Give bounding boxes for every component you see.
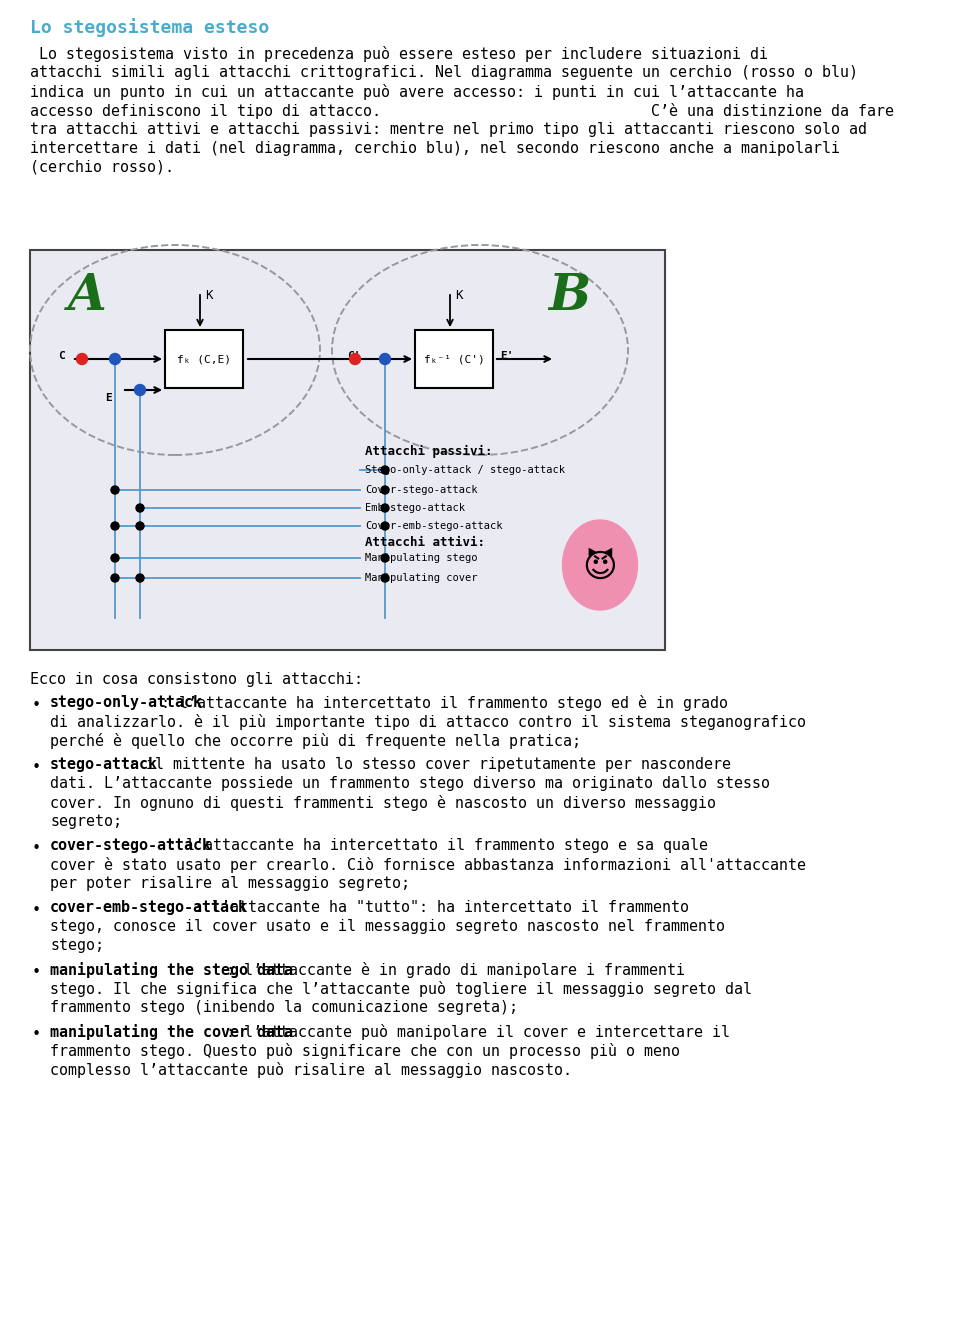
- Text: K: K: [455, 289, 463, 302]
- Text: stego-only-attack: stego-only-attack: [50, 694, 203, 710]
- Text: intercettare i dati (nel diagramma, cerchio blu), nel secondo riescono anche a m: intercettare i dati (nel diagramma, cerc…: [30, 140, 840, 157]
- Text: 😈: 😈: [583, 550, 617, 583]
- Text: •: •: [32, 842, 41, 856]
- Text: complesso l’attaccante può risalire al messaggio nascosto.: complesso l’attaccante può risalire al m…: [50, 1062, 572, 1078]
- Circle shape: [77, 353, 87, 364]
- Text: stego, conosce il cover usato e il messaggio segreto nascosto nel frammento: stego, conosce il cover usato e il messa…: [50, 919, 725, 934]
- Text: attacchi simili agli attacchi crittografici. Nel diagramma seguente un cerchio (: attacchi simili agli attacchi crittograf…: [30, 66, 858, 80]
- Circle shape: [349, 353, 361, 364]
- Text: •: •: [32, 903, 41, 918]
- Circle shape: [381, 466, 389, 474]
- Text: stego. Il che significa che l’attaccante può togliere il messaggio segreto dal: stego. Il che significa che l’attaccante…: [50, 981, 752, 997]
- Circle shape: [381, 554, 389, 562]
- Text: per poter risalire al messaggio segreto;: per poter risalire al messaggio segreto;: [50, 876, 410, 891]
- Circle shape: [381, 486, 389, 494]
- Text: manipulating the stego data: manipulating the stego data: [50, 962, 293, 978]
- Text: Attacchi passivi:: Attacchi passivi:: [365, 446, 492, 458]
- Text: Lo stegosistema esteso: Lo stegosistema esteso: [30, 17, 269, 37]
- Circle shape: [136, 522, 144, 530]
- Circle shape: [111, 574, 119, 582]
- Text: •: •: [32, 965, 41, 979]
- Bar: [165, 330, 243, 388]
- Text: frammento stego (inibendo la comunicazione segreta);: frammento stego (inibendo la comunicazio…: [50, 999, 518, 1016]
- Text: •: •: [32, 760, 41, 775]
- Text: cover è stato usato per crearlo. Ciò fornisce abbastanza informazioni all'attacc: cover è stato usato per crearlo. Ciò for…: [50, 858, 806, 872]
- Text: •: •: [32, 1028, 41, 1042]
- Circle shape: [136, 504, 144, 512]
- Text: fₖ (C,E): fₖ (C,E): [177, 355, 231, 364]
- Circle shape: [381, 574, 389, 582]
- Text: Lo stegosistema visto in precedenza può essere esteso per includere situazioni d: Lo stegosistema visto in precedenza può …: [30, 45, 768, 62]
- Text: cover-emb-stego-attack: cover-emb-stego-attack: [50, 900, 248, 915]
- Text: : l’attaccante è in grado di manipolare i frammenti: : l’attaccante è in grado di manipolare …: [227, 962, 685, 978]
- Text: B: B: [548, 272, 590, 321]
- Ellipse shape: [563, 520, 637, 610]
- Text: dati. L’attaccante possiede un frammento stego diverso ma originato dallo stesso: dati. L’attaccante possiede un frammento…: [50, 776, 770, 791]
- Text: : l’attaccante ha "tutto": ha intercettato il frammento: : l’attaccante ha "tutto": ha intercetta…: [194, 900, 688, 915]
- Circle shape: [379, 353, 391, 364]
- Text: stego;: stego;: [50, 938, 104, 953]
- Text: •: •: [32, 698, 41, 713]
- Text: Ecco in cosa consistono gli attacchi:: Ecco in cosa consistono gli attacchi:: [30, 672, 363, 686]
- Text: tra attacchi attivi e attacchi passivi: mentre nel primo tipo gli attaccanti rie: tra attacchi attivi e attacchi passivi: …: [30, 122, 867, 136]
- Bar: [30, 250, 665, 650]
- Text: C: C: [58, 351, 64, 361]
- Text: E': E': [500, 351, 514, 361]
- Text: frammento stego. Questo può significare che con un processo più o meno: frammento stego. Questo può significare …: [50, 1044, 680, 1058]
- Text: di analizzarlo. è il più importante tipo di attacco contro il sistema steganogra: di analizzarlo. è il più importante tipo…: [50, 714, 806, 731]
- Text: indica un punto in cui un attaccante può avere accesso: i punti in cui l’attacca: indica un punto in cui un attaccante può…: [30, 84, 804, 100]
- Text: stego-attack: stego-attack: [50, 757, 158, 772]
- Text: perché è quello che occorre più di frequente nella pratica;: perché è quello che occorre più di frequ…: [50, 733, 581, 749]
- Circle shape: [111, 554, 119, 562]
- Text: E: E: [105, 393, 111, 403]
- Text: fₖ⁻¹ (C'): fₖ⁻¹ (C'): [423, 355, 485, 364]
- Text: C': C': [347, 351, 361, 361]
- Text: (cerchio rosso).: (cerchio rosso).: [30, 161, 174, 175]
- Circle shape: [111, 522, 119, 530]
- Text: Cover-emb-stego-attack: Cover-emb-stego-attack: [365, 520, 502, 531]
- Text: K: K: [205, 289, 212, 302]
- Text: Stego-only-attack / stego-attack: Stego-only-attack / stego-attack: [365, 466, 565, 475]
- Text: Emb-stego-attack: Emb-stego-attack: [365, 503, 465, 512]
- Text: accesso definiscono il tipo di attacco.                              C’è una dis: accesso definiscono il tipo di attacco. …: [30, 103, 894, 119]
- Text: : l’attaccante ha intercettato il frammento stego e sa quale: : l’attaccante ha intercettato il framme…: [168, 838, 708, 854]
- Text: Manipulating stego: Manipulating stego: [365, 553, 477, 563]
- Circle shape: [134, 384, 146, 396]
- Circle shape: [381, 522, 389, 530]
- Text: manipulating the cover data: manipulating the cover data: [50, 1024, 293, 1040]
- Text: : l’attaccante può manipolare il cover e intercettare il: : l’attaccante può manipolare il cover e…: [227, 1024, 731, 1040]
- Bar: [415, 330, 493, 388]
- Text: Attacchi attivi:: Attacchi attivi:: [365, 537, 485, 549]
- Text: cover. In ognuno di questi frammenti stego è nascosto un diverso messaggio: cover. In ognuno di questi frammenti ste…: [50, 795, 716, 811]
- Circle shape: [381, 504, 389, 512]
- Text: Manipulating cover: Manipulating cover: [365, 573, 477, 583]
- Text: : il mittente ha usato lo stesso cover ripetutamente per nascondere: : il mittente ha usato lo stesso cover r…: [129, 757, 732, 772]
- Text: A: A: [68, 272, 107, 321]
- Circle shape: [136, 574, 144, 582]
- Circle shape: [111, 486, 119, 494]
- Circle shape: [109, 353, 121, 364]
- Text: Cover-stego-attack: Cover-stego-attack: [365, 484, 477, 495]
- Text: segreto;: segreto;: [50, 814, 122, 830]
- Text: : l’attaccante ha intercettato il frammento stego ed è in grado: : l’attaccante ha intercettato il framme…: [161, 694, 728, 710]
- Text: cover-stego-attack: cover-stego-attack: [50, 838, 212, 854]
